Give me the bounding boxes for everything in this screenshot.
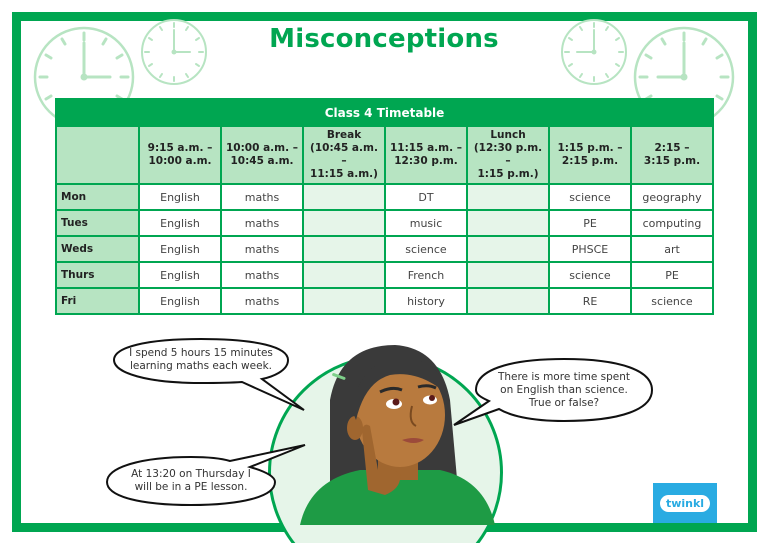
day-label: Mon (55, 183, 140, 211)
column-header-period-3: 11:15 a.m. –12:30 p.m. (384, 125, 468, 185)
lesson-cell: English (138, 235, 222, 263)
column-header-period-1: 9:15 a.m. –10:00 a.m. (138, 125, 222, 185)
lesson-cell: maths (220, 261, 304, 289)
bubble-text: I spend 5 hours 15 minutes learning math… (129, 347, 273, 372)
lunch-cell (466, 261, 550, 289)
page-title: Misconceptions (269, 24, 499, 54)
day-label: Fri (55, 287, 140, 315)
day-label: Tues (55, 209, 140, 237)
column-header-period-5: 2:15 –3:15 p.m. (630, 125, 714, 185)
lesson-cell: music (384, 209, 468, 237)
lesson-cell: French (384, 261, 468, 289)
lunch-cell (466, 235, 550, 263)
speech-bubble-english: There is more time spent on English than… (453, 357, 654, 426)
speech-bubble-shape (112, 337, 305, 411)
timetable-caption: Class 4 Timetable (55, 98, 714, 127)
lesson-cell: English (138, 209, 222, 237)
class-timetable: Class 4 Timetable 9:15 a.m. –10:00 a.m. … (55, 98, 714, 315)
table-row: Fri English maths history RE science (55, 287, 714, 315)
speech-bubble-shape (453, 357, 654, 426)
lesson-cell: science (630, 287, 714, 315)
lesson-cell: English (138, 261, 222, 289)
column-header-period-2: 10:00 a.m. –10:45 a.m. (220, 125, 304, 185)
lunch-cell (466, 209, 550, 237)
lesson-cell: history (384, 287, 468, 315)
column-header-period-4: 1:15 p.m. –2:15 p.m. (548, 125, 632, 185)
break-cell (302, 235, 386, 263)
day-label: Weds (55, 235, 140, 263)
break-cell (302, 183, 386, 211)
break-cell (302, 287, 386, 315)
twinkl-logo: twinkl (653, 483, 717, 523)
lesson-cell: PE (548, 209, 632, 237)
table-row: Tues English maths music PE computing (55, 209, 714, 237)
speech-bubble-pe: At 13:20 on Thursday I will be in a PE l… (105, 444, 306, 507)
break-cell (302, 261, 386, 289)
logo-text: twinkl (659, 494, 711, 512)
column-header-break: Break (10:45 a.m. –11:15 a.m.) (302, 125, 386, 185)
lesson-cell: maths (220, 183, 304, 211)
timetable-header-row: 9:15 a.m. –10:00 a.m. 10:00 a.m. –10:45 … (55, 125, 714, 185)
lesson-cell: science (384, 235, 468, 263)
table-row: Weds English maths science PHSCE art (55, 235, 714, 263)
lesson-cell: RE (548, 287, 632, 315)
speech-bubble-shape (105, 444, 306, 507)
bubble-text: At 13:20 on Thursday I will be in a PE l… (131, 468, 251, 493)
lesson-cell: art (630, 235, 714, 263)
lesson-cell: English (138, 287, 222, 315)
lesson-cell: science (548, 183, 632, 211)
speech-bubble-maths: I spend 5 hours 15 minutes learning math… (112, 337, 305, 411)
lunch-cell (466, 183, 550, 211)
break-cell (302, 209, 386, 237)
lesson-cell: PHSCE (548, 235, 632, 263)
lesson-cell: PE (630, 261, 714, 289)
clock-icon (561, 19, 627, 85)
table-row: Thurs English maths French science PE (55, 261, 714, 289)
lesson-cell: geography (630, 183, 714, 211)
day-label: Thurs (55, 261, 140, 289)
lesson-cell: maths (220, 209, 304, 237)
lesson-cell: science (548, 261, 632, 289)
bubble-text: There is more time spent on English than… (497, 370, 631, 409)
column-header-lunch: Lunch (12:30 p.m. –1:15 p.m.) (466, 125, 550, 185)
lesson-cell: maths (220, 287, 304, 315)
lesson-cell: English (138, 183, 222, 211)
column-header-blank (55, 125, 140, 185)
girl-thinking-illustration (300, 345, 495, 525)
clock-icon (141, 19, 207, 85)
lesson-cell: maths (220, 235, 304, 263)
lesson-cell: computing (630, 209, 714, 237)
lunch-cell (466, 287, 550, 315)
lesson-cell: DT (384, 183, 468, 211)
table-row: Mon English maths DT science geography (55, 183, 714, 211)
